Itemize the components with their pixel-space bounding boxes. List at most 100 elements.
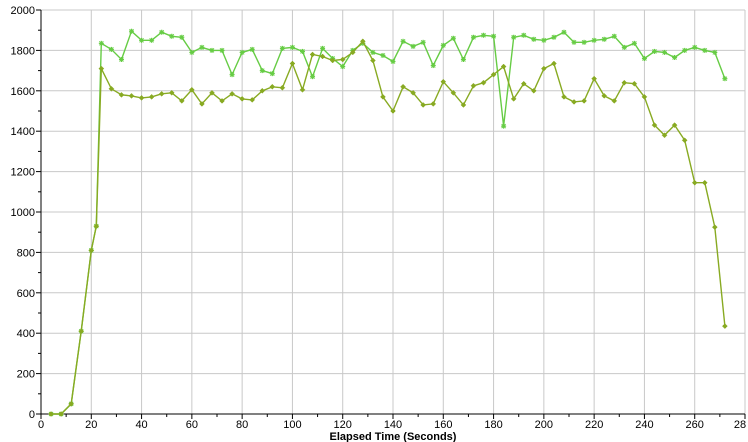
data-point (339, 56, 346, 63)
data-point (299, 48, 305, 54)
data-point (299, 86, 306, 93)
series-group (48, 28, 728, 417)
x-tick-label: 260 (686, 419, 704, 431)
data-point (149, 37, 155, 43)
x-tick-label: 200 (535, 419, 553, 431)
data-point (551, 60, 557, 67)
data-point (501, 123, 507, 129)
y-tick-label: 1800 (11, 45, 35, 57)
data-point (98, 65, 105, 72)
x-tick-label: 80 (236, 419, 248, 431)
marker-stroke (390, 59, 396, 64)
data-point (189, 49, 195, 55)
y-tick-label: 1600 (11, 86, 35, 98)
marker-stroke (310, 74, 315, 80)
data-point (68, 401, 75, 407)
marker-stroke (531, 36, 537, 42)
data-point (178, 98, 185, 104)
data-point (440, 42, 446, 48)
data-point (129, 28, 135, 34)
marker-stroke (280, 46, 285, 51)
y-tick-label: 1200 (11, 167, 35, 179)
marker-stroke (159, 29, 165, 35)
data-point (581, 98, 587, 104)
data-point (98, 40, 104, 46)
marker-stroke (209, 48, 215, 53)
data-point (249, 97, 256, 103)
x-tick-label: 60 (186, 419, 198, 431)
data-point (641, 94, 648, 100)
marker-stroke (269, 71, 275, 76)
marker-stroke (300, 49, 305, 54)
data-point (702, 47, 708, 53)
marker-stroke (219, 48, 225, 53)
marker-stroke (370, 50, 376, 55)
data-point (319, 53, 326, 60)
data-point (591, 37, 597, 43)
marker-stroke (601, 36, 607, 42)
data-point (561, 29, 567, 35)
x-tick-label: 40 (135, 419, 147, 431)
data-point (179, 34, 185, 40)
data-point (410, 89, 416, 96)
data-point (259, 68, 265, 74)
marker-stroke (119, 57, 124, 62)
data-point (430, 101, 437, 107)
data-point (209, 47, 215, 53)
marker-stroke (340, 64, 346, 69)
data-point (148, 94, 155, 100)
data-point (671, 122, 678, 128)
data-point (410, 43, 416, 49)
data-point (108, 46, 114, 52)
data-point (621, 79, 628, 86)
marker-stroke (139, 37, 144, 43)
data-point (249, 46, 255, 52)
data-point (420, 102, 427, 108)
data-point (48, 411, 54, 417)
marker-stroke (109, 47, 114, 52)
data-point (309, 51, 316, 58)
marker-stroke (561, 29, 567, 35)
data-point (460, 56, 466, 62)
marker-stroke (380, 53, 386, 58)
y-tick-label: 400 (17, 328, 35, 340)
marker-stroke (450, 35, 456, 41)
data-point (611, 98, 618, 104)
data-point (269, 71, 275, 77)
data-point (511, 34, 517, 40)
marker-stroke (169, 33, 175, 39)
data-point (651, 122, 658, 128)
marker-stroke (521, 32, 527, 38)
x-tick-label: 140 (384, 419, 402, 431)
y-tick-label: 2000 (11, 5, 35, 17)
data-point (229, 90, 235, 97)
data-point (470, 34, 476, 40)
data-point (158, 90, 165, 97)
marker-stroke (642, 56, 647, 61)
data-point (259, 87, 266, 94)
data-point (541, 65, 547, 72)
marker-stroke (149, 37, 154, 43)
data-point (722, 323, 728, 329)
data-point (420, 39, 426, 45)
data-point (229, 72, 235, 78)
data-point (380, 52, 386, 58)
data-point (601, 36, 607, 42)
marker-stroke (501, 123, 506, 129)
marker-stroke (672, 55, 677, 60)
data-point (440, 78, 447, 85)
data-point (530, 87, 537, 94)
series-2 (48, 38, 728, 417)
data-point (138, 95, 145, 101)
data-point (329, 57, 336, 64)
marker-stroke (491, 33, 496, 39)
marker-stroke (320, 46, 325, 51)
marker-stroke (541, 37, 547, 43)
x-tick-label: 0 (38, 419, 44, 431)
data-point (470, 82, 477, 89)
data-point (681, 137, 688, 144)
data-point (168, 89, 175, 96)
marker-stroke (652, 49, 657, 54)
marker-stroke (632, 40, 637, 46)
